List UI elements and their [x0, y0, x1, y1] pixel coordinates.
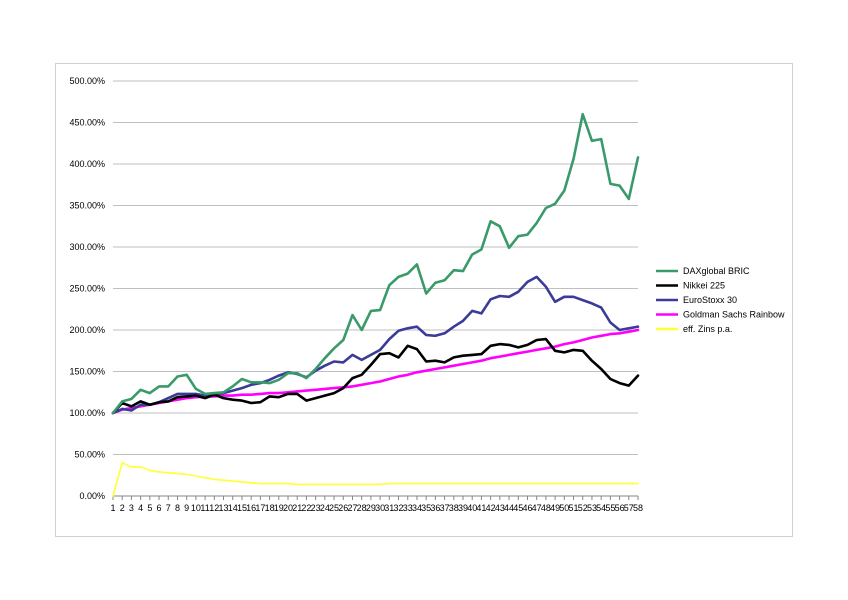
- x-tick-label: 48: [541, 503, 551, 513]
- x-tick-label: 26: [338, 503, 348, 513]
- y-tick-label: 200.00%: [69, 325, 105, 335]
- x-tick-label: 14: [228, 503, 238, 513]
- x-tick-label: 36: [430, 503, 440, 513]
- y-tick-label: 500.00%: [69, 76, 105, 86]
- legend-label: DAXglobal BRIC: [683, 266, 750, 276]
- series-line-eff-zins-p-a: [112, 461, 639, 497]
- x-tick-label: 44: [504, 503, 514, 513]
- x-tick-label: 12: [209, 503, 219, 513]
- x-tick-label: 58: [633, 503, 643, 513]
- x-tick-label: 34: [412, 503, 422, 513]
- x-tick-label: 38: [449, 503, 459, 513]
- x-tick-label: 37: [440, 503, 450, 513]
- x-tick-label: 46: [522, 503, 532, 513]
- x-tick-label: 15: [237, 503, 247, 513]
- x-tick-label: 33: [403, 503, 413, 513]
- x-tick-label: 7: [166, 503, 171, 513]
- x-tick-label: 49: [550, 503, 560, 513]
- x-tick-label: 24: [320, 503, 330, 513]
- y-tick-label: 300.00%: [69, 242, 105, 252]
- series-line-daxglobal-bric: [111, 112, 640, 415]
- x-tick-label: 9: [184, 503, 189, 513]
- legend-label: Goldman Sachs Rainbow: [683, 310, 785, 320]
- y-tick-label: 400.00%: [69, 159, 105, 169]
- x-tick-label: 51: [569, 503, 579, 513]
- x-tick-label: 55: [605, 503, 615, 513]
- x-tick-label: 22: [301, 503, 311, 513]
- x-tick-label: 19: [274, 503, 284, 513]
- legend-label: eff. Zins p.a.: [683, 324, 732, 334]
- x-tick-label: 5: [147, 503, 152, 513]
- y-tick-label: 350.00%: [69, 201, 105, 211]
- series-line-nikkei-225: [111, 337, 640, 415]
- x-tick-label: 41: [476, 503, 486, 513]
- y-tick-label: 0.00%: [79, 491, 105, 501]
- x-tick-label: 21: [292, 503, 302, 513]
- x-tick-label: 27: [347, 503, 357, 513]
- x-tick-label: 42: [486, 503, 496, 513]
- x-tick-label: 16: [246, 503, 256, 513]
- x-tick-label: 28: [357, 503, 367, 513]
- legend-label: Nikkei 225: [683, 281, 725, 291]
- legend-label: EuroStoxx 30: [683, 295, 737, 305]
- x-tick-label: 50: [559, 503, 569, 513]
- y-tick-label: 150.00%: [69, 367, 105, 377]
- y-tick-label: 100.00%: [69, 408, 105, 418]
- series-lines: [111, 112, 640, 497]
- x-tick-label: 35: [421, 503, 431, 513]
- x-tick-label: 3: [129, 503, 134, 513]
- x-tick-label: 6: [157, 503, 162, 513]
- x-tick-label: 20: [283, 503, 293, 513]
- x-tick-label: 8: [175, 503, 180, 513]
- x-tick-label: 47: [532, 503, 542, 513]
- x-tick-label: 43: [495, 503, 505, 513]
- series-line-eurostoxx-30: [111, 275, 640, 415]
- x-tick-label: 57: [624, 503, 634, 513]
- x-tick-label: 17: [255, 503, 265, 513]
- x-tick-label: 4: [138, 503, 143, 513]
- x-tick-label: 54: [596, 503, 606, 513]
- x-axis-tick-labels: 1 2 3 4 5 6 7 8 9 10 11 12 13 14 15 16 17 18 19 20 21 22 23 24 2…: [110, 503, 643, 513]
- x-tick-label: 32: [394, 503, 404, 513]
- y-tick-label: 50.00%: [74, 450, 105, 460]
- x-tick-label: 40: [467, 503, 477, 513]
- x-tick-label: 53: [587, 503, 597, 513]
- x-tick-label: 30: [375, 503, 385, 513]
- x-tick-label: 11: [200, 503, 209, 513]
- y-tick-label: 250.00%: [69, 284, 105, 294]
- x-tick-label: 13: [219, 503, 229, 513]
- legend: DAXglobal BRIC Nikkei 225 EuroStoxx 30 Gold…: [656, 266, 785, 334]
- axes: [112, 495, 639, 500]
- y-axis-tick-labels: 0.00% 50.00% 100.00% 150.00% 200.00% 250.00% 3…: [69, 76, 105, 501]
- x-tick-label: 31: [384, 503, 394, 513]
- x-tick-label: 23: [311, 503, 321, 513]
- x-tick-label: 18: [265, 503, 275, 513]
- x-tick-label: 10: [191, 503, 201, 513]
- x-tick-label: 45: [513, 503, 523, 513]
- x-tick-label: 56: [615, 503, 625, 513]
- x-tick-label: 29: [366, 503, 376, 513]
- x-tick-label: 52: [578, 503, 588, 513]
- x-tick-label: 25: [329, 503, 339, 513]
- y-tick-label: 450.00%: [69, 118, 105, 128]
- x-tick-label: 39: [458, 503, 468, 513]
- x-tick-label: 1: [110, 503, 115, 513]
- x-tick-label: 2: [120, 503, 125, 513]
